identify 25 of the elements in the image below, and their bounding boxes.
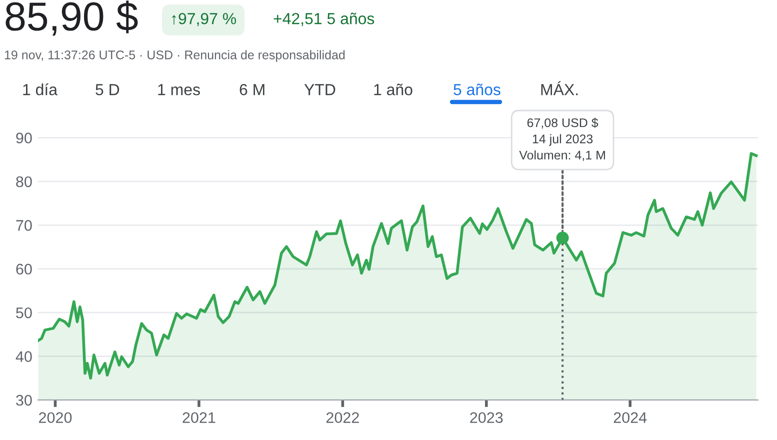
y-tick-label: 30 [16,394,32,406]
y-tick-label: 60 [16,264,32,275]
x-tick-label: 2024 [614,412,647,424]
y-tick-label: 90 [16,132,32,144]
annotation: 67,08 USD $ 14 jul 2023 Volumen: 4,1 M [519,118,605,162]
x-tick-label: 2023 [470,412,503,424]
x-tick-label: 2021 [182,412,216,424]
text: 1 año [374,84,412,96]
text: YTD [304,84,336,96]
chart-subtitle: 19 nov, 11:37:26 UTC-5 · USD · Renuncia de responsabilidad [4,50,345,62]
x-tick-label: 2022 [326,412,359,424]
y-tick-label: 80 [16,176,32,188]
y-tick-label: 40 [16,351,32,362]
text: 1 día [23,83,58,96]
text: ↑97,97 % [172,12,236,26]
text: 6 M [240,84,264,96]
y-tick-label: 50 [16,307,32,318]
text: 5 años [454,84,500,96]
x-tick-label: 2020 [39,412,72,424]
text: MÁX. [541,81,578,96]
text: 1 mes [158,84,200,96]
text: 5 D [96,84,120,96]
text: +42,51 5 años [274,12,374,26]
chart-title: 85,90 $ [6,0,138,36]
y-tick-label: 70 [16,220,32,231]
